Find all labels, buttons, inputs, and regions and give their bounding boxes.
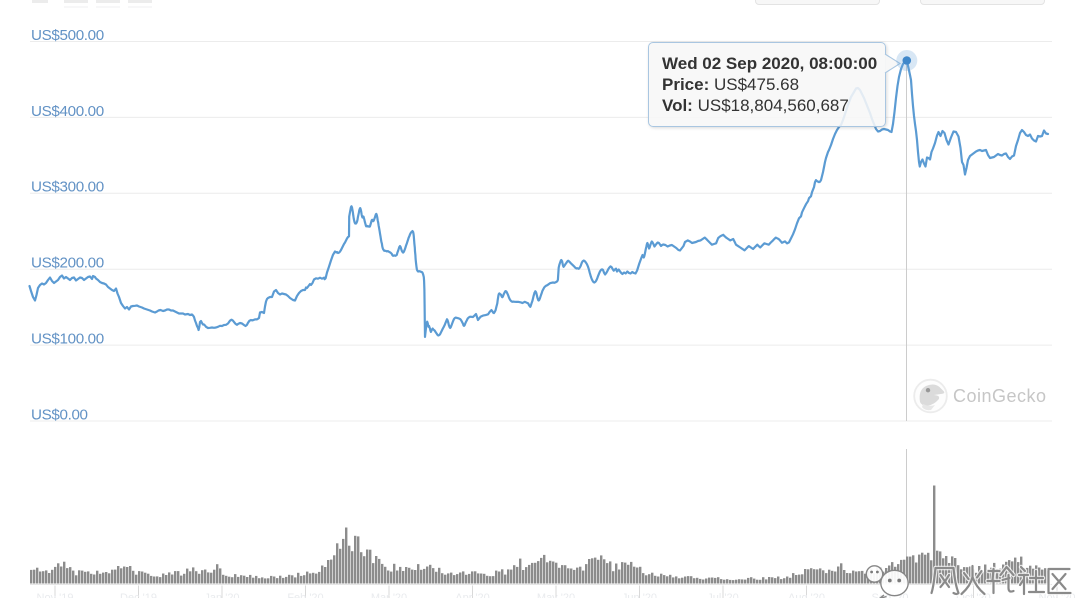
svg-text:Nov '19: Nov '19 (37, 592, 74, 598)
svg-text:US$200.00: US$200.00 (31, 255, 104, 272)
svg-text:Jul '20: Jul '20 (707, 592, 738, 598)
svg-text:US$100.00: US$100.00 (31, 331, 104, 348)
svg-text:Aug '20: Aug '20 (788, 592, 825, 598)
svg-text:US$0.00: US$0.00 (31, 406, 88, 423)
svg-text:US$300.00: US$300.00 (31, 179, 104, 196)
svg-text:US$500.00: US$500.00 (31, 27, 104, 44)
svg-text:Feb '20: Feb '20 (287, 592, 323, 598)
svg-text:Jun '20: Jun '20 (622, 592, 657, 598)
svg-text:Mar '20: Mar '20 (371, 592, 407, 598)
svg-text:Dec '19: Dec '19 (120, 592, 157, 598)
svg-text:Jan '20: Jan '20 (204, 592, 239, 598)
svg-text:Oct '20: Oct '20 (956, 592, 991, 598)
svg-text:May '20: May '20 (537, 592, 575, 598)
svg-text:Apr '20: Apr '20 (455, 592, 490, 598)
svg-text:US$400.00: US$400.00 (31, 103, 104, 120)
